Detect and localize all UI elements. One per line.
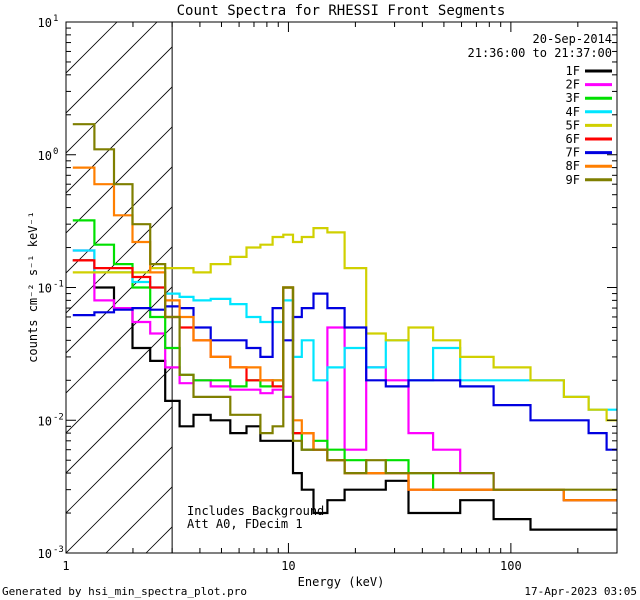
annotation-background: Includes Background	[187, 504, 324, 518]
hatch-line	[66, 286, 173, 394]
series-line-9F	[72, 123, 617, 491]
date-label: 20-Sep-2014	[533, 32, 612, 46]
legend-label-6F: 6F	[566, 132, 580, 146]
legend-label-1F: 1F	[566, 64, 580, 78]
y-tick-label: 10	[38, 547, 52, 561]
hatched-region	[66, 0, 640, 553]
chart-title: Count Spectra for RHESSI Front Segments	[177, 3, 506, 19]
legend-label-8F: 8F	[566, 159, 580, 173]
y-tick-label: 10	[38, 414, 52, 428]
hatch-line	[66, 446, 173, 553]
hatch-line	[346, 0, 640, 553]
y-tick-exponent: 0	[53, 147, 58, 157]
legend-label-5F: 5F	[566, 118, 580, 132]
hatch-line	[586, 0, 640, 553]
hatch-line	[66, 206, 173, 314]
legend-label-4F: 4F	[566, 105, 580, 119]
series-layer	[72, 123, 617, 531]
hatch-line	[386, 0, 640, 553]
hatch-line	[66, 22, 118, 74]
legend-label-2F: 2F	[566, 78, 580, 92]
hatch-line	[105, 486, 173, 553]
y-tick-label: 10	[38, 149, 52, 163]
hatch-line	[306, 0, 640, 553]
x-tick-label: 10	[281, 559, 295, 573]
hatch-line	[66, 166, 173, 274]
x-tick-label: 100	[500, 559, 522, 573]
time-range-label: 21:36:00 to 21:37:00	[468, 46, 613, 60]
hatch-line	[426, 0, 640, 553]
hatch-line	[266, 0, 640, 553]
series-line-5F	[72, 227, 617, 422]
hatch-line	[546, 0, 640, 553]
hatch-line	[466, 0, 640, 553]
y-tick-exponent: 1	[53, 14, 58, 24]
annotation-attenuator: Att A0, FDecim 1	[187, 517, 303, 531]
legend-label-7F: 7F	[566, 146, 580, 160]
y-tick-exponent: -2	[53, 412, 64, 422]
hatch-line	[66, 22, 158, 114]
y-tick-exponent: -3	[53, 545, 64, 555]
legend-label-3F: 3F	[566, 91, 580, 105]
hatch-line	[66, 406, 173, 514]
hatch-line	[66, 46, 173, 154]
hatch-line	[66, 86, 173, 194]
timestamp-label: 17-Apr-2023 03:05	[524, 585, 637, 598]
generated-by-label: Generated by hsi_min_spectra_plot.pro	[2, 585, 247, 598]
y-tick-exponent: -1	[53, 280, 64, 290]
x-tick-label: 1	[62, 559, 69, 573]
legend-label-9F: 9F	[566, 173, 580, 187]
hatch-line	[66, 246, 173, 354]
hatch-line	[66, 366, 173, 474]
hatch-line	[66, 326, 173, 434]
y-tick-label: 10	[38, 16, 52, 30]
x-axis-label: Energy (keV)	[298, 575, 385, 589]
y-axis-label: counts cm⁻² s⁻¹ keV⁻¹	[26, 211, 40, 363]
y-tick-label: 10	[38, 282, 52, 296]
series-line-4F	[72, 249, 617, 411]
